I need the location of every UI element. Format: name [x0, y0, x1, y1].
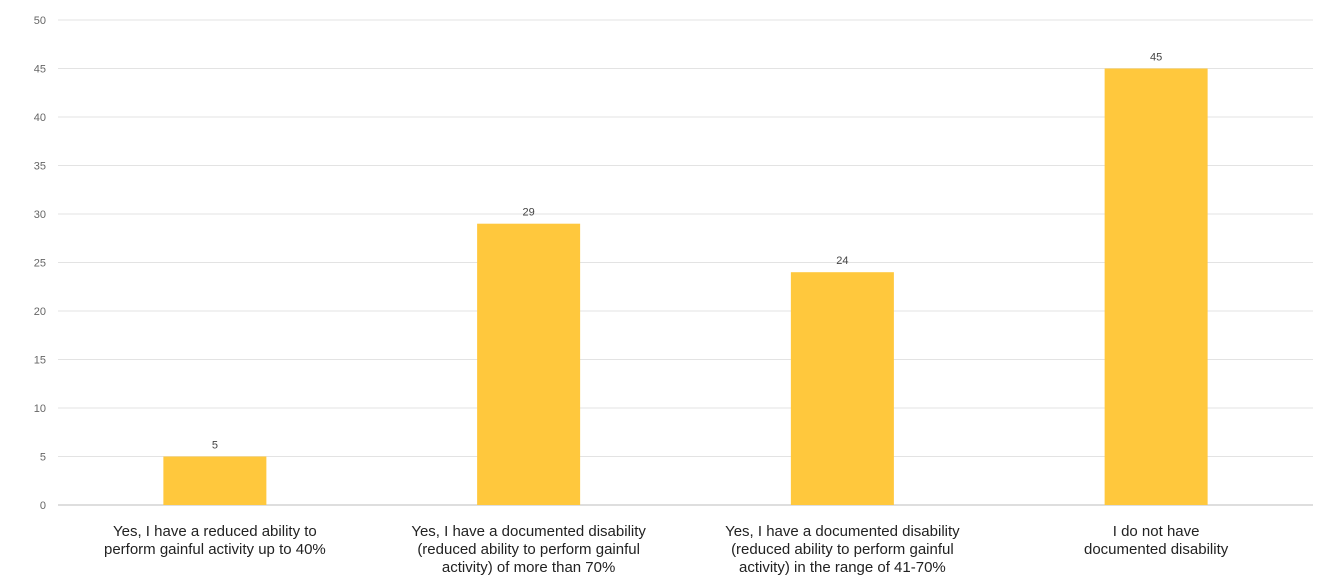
data-labels: 5 29 24 45: [212, 52, 1162, 452]
y-tick-label: 0: [40, 500, 46, 512]
bar: [163, 456, 267, 505]
bar: [1104, 68, 1208, 505]
data-label: 29: [523, 207, 535, 219]
y-tick-label: 5: [40, 452, 46, 464]
y-tick-label: 20: [34, 306, 46, 318]
category-label: Yes, I have a reduced ability to perform …: [104, 523, 326, 558]
category-labels: Yes, I have a reduced ability to perform …: [104, 523, 1229, 576]
y-tick-label: 10: [34, 403, 46, 415]
y-tick-label: 45: [34, 64, 46, 76]
bars: [163, 68, 1208, 505]
y-tick-label: 15: [34, 355, 46, 367]
y-tick-label: 50: [34, 15, 46, 27]
category-label: Yes, I have a documented disability (redu…: [411, 523, 646, 576]
y-tick-label: 35: [34, 161, 46, 173]
data-label: 24: [836, 255, 848, 267]
y-tick-label: 25: [34, 258, 46, 270]
y-axis-ticks: 0 5 10 15 20 25 30 35 40 45 50: [34, 15, 46, 512]
y-tick-label: 30: [34, 209, 46, 221]
bar: [477, 223, 581, 505]
data-label: 5: [212, 440, 218, 452]
bar: [790, 272, 894, 505]
data-label: 45: [1150, 52, 1162, 64]
y-tick-label: 40: [34, 112, 46, 124]
category-label: Yes, I have a documented disability (redu…: [725, 523, 960, 576]
gridlines: [58, 19, 1313, 506]
category-label: I do not have documented disability: [1084, 523, 1229, 558]
